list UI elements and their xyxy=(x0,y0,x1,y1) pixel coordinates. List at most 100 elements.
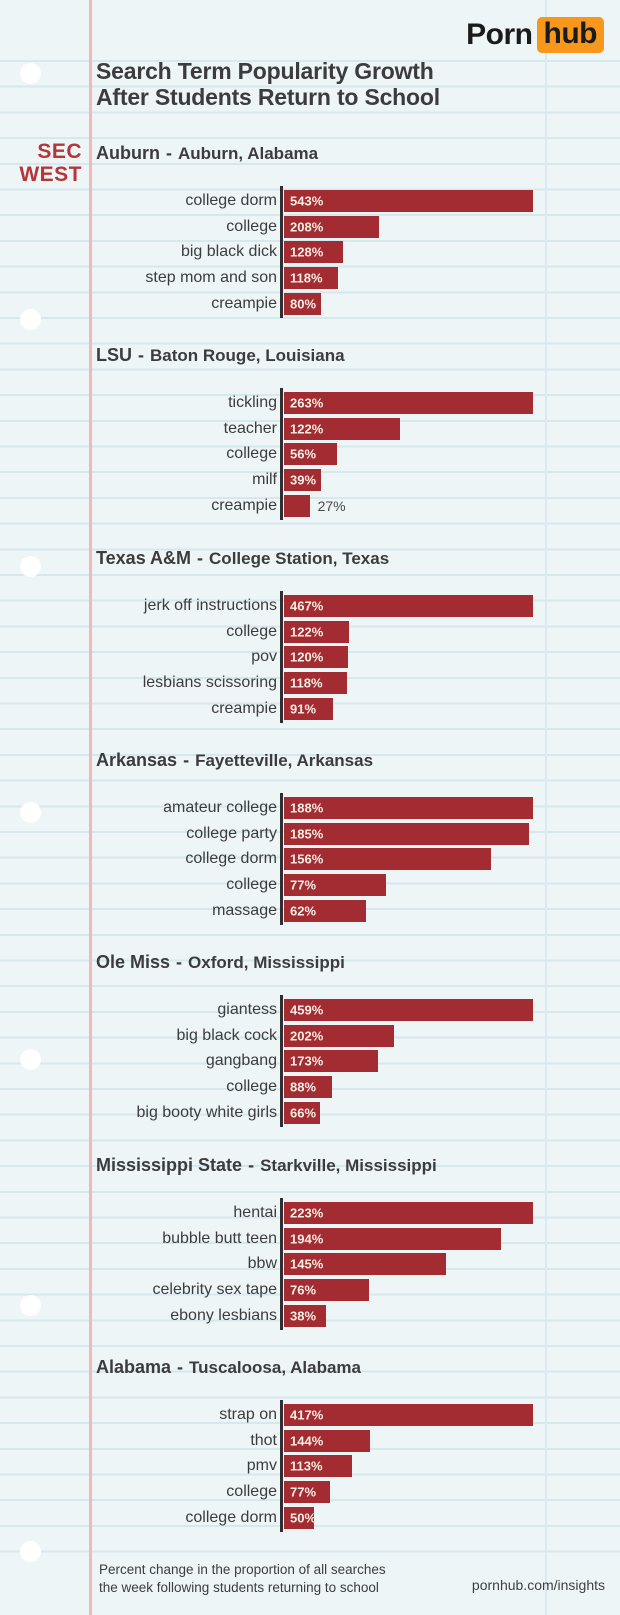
search-term-label: college xyxy=(226,1078,277,1096)
bar-cell: 39% xyxy=(284,469,620,492)
chart-row: amateur college 188% xyxy=(0,797,620,819)
bar: 459% xyxy=(284,999,533,1021)
school-location: Fayetteville, Arkansas xyxy=(195,751,374,770)
search-term-label: bubble butt teen xyxy=(162,1229,277,1247)
bar-cell: 263% xyxy=(284,392,620,414)
bar-cell: 80% xyxy=(284,292,620,315)
search-term-label: college xyxy=(226,445,277,463)
bar-value-label: 543% xyxy=(290,193,324,209)
bar-chart: giantess 459% big black cock 202% gangba… xyxy=(0,995,620,1127)
bar-value-label: 467% xyxy=(290,598,324,614)
bar-value-label: 263% xyxy=(290,395,324,411)
bar-cell: 76% xyxy=(284,1279,620,1302)
school-heading: Ole Miss - Oxford, Mississippi xyxy=(96,952,345,973)
chart-row: college 122% xyxy=(0,620,620,643)
chart-row: pmv 113% xyxy=(0,1455,620,1478)
insights-link[interactable]: pornhub.com/insights xyxy=(471,1577,605,1593)
school-location: Auburn, Alabama xyxy=(177,144,319,163)
footnote: Percent change in the proportion of all … xyxy=(99,1561,386,1597)
bar-value-label: 62% xyxy=(290,903,317,919)
hole-punch xyxy=(20,1294,41,1316)
bar-value-label: 122% xyxy=(290,624,324,640)
chart-row: college 77% xyxy=(0,1481,620,1504)
bar: 173% xyxy=(284,1050,378,1073)
search-term-label: creampie xyxy=(211,294,277,312)
school-heading: Mississippi State - Starkville, Mississipp… xyxy=(96,1155,437,1176)
school-location: Starkville, Mississippi xyxy=(260,1156,437,1175)
bar-value-label: 27% xyxy=(317,497,346,514)
bar: 38% xyxy=(284,1304,327,1327)
page-title-line1: Search Term Popularity Growth xyxy=(96,58,434,84)
search-term-label: college xyxy=(226,217,277,235)
bar-value-label: 50% xyxy=(290,1510,317,1526)
chart-row: lesbians scissoring 118% xyxy=(0,672,620,695)
school-heading: Arkansas - Fayetteville, Arkansas xyxy=(96,750,373,771)
search-term-label: step mom and son xyxy=(145,269,277,287)
chart-row: big black dick 128% xyxy=(0,241,620,264)
search-term-label: college dorm xyxy=(185,192,277,209)
chart-row: bubble butt teen 194% xyxy=(0,1227,620,1250)
bar-cell: 223% xyxy=(284,1202,620,1224)
search-term-label: amateur college xyxy=(163,799,277,816)
school-section: LSU - Baton Rouge, Louisiana tickling 263%… xyxy=(0,345,620,520)
footnote-line1: Percent change in the proportion of all … xyxy=(99,1562,386,1577)
bar-cell: 66% xyxy=(284,1101,620,1124)
bar-cell: 77% xyxy=(284,874,620,897)
school-section: Ole Miss - Oxford, Mississippi giantess 45… xyxy=(0,952,620,1127)
bar: 156% xyxy=(284,848,491,871)
page-title: Search Term Popularity Growth After Stude… xyxy=(96,58,440,110)
chart-row: strap on 417% xyxy=(0,1404,620,1426)
chart-row: college 56% xyxy=(0,443,620,466)
bar: 467% xyxy=(284,595,533,617)
bar-value-label: 66% xyxy=(290,1105,317,1121)
bar: 543% xyxy=(284,190,533,212)
bar-value-label: 144% xyxy=(290,1433,324,1449)
search-term-label: college xyxy=(226,876,277,894)
search-term-label: ebony lesbians xyxy=(170,1306,277,1324)
chart-row: massage 62% xyxy=(0,899,620,922)
chart-axis xyxy=(280,793,283,925)
heading-separator: - xyxy=(197,548,204,568)
bar: 122% xyxy=(284,620,349,643)
chart-row: ebony lesbians 38% xyxy=(0,1304,620,1327)
bar-value-label: 202% xyxy=(290,1028,324,1044)
heading-separator: - xyxy=(165,143,172,163)
division-label: SEC WEST xyxy=(0,140,82,186)
bar-cell: 417% xyxy=(284,1404,620,1426)
chart-row: bbw 145% xyxy=(0,1253,620,1276)
search-term-label: college dorm xyxy=(185,1508,277,1526)
bar-cell: 113% xyxy=(284,1455,620,1478)
search-term-label: college xyxy=(226,622,277,640)
bar-chart: college dorm 543% college 208% big black… xyxy=(0,186,620,318)
chart-row: big booty white girls 66% xyxy=(0,1101,620,1124)
chart-row: teacher 122% xyxy=(0,417,620,440)
chart-axis xyxy=(280,1400,283,1532)
bar-value-label: 113% xyxy=(290,1458,323,1474)
bar-value-label: 39% xyxy=(290,472,317,488)
heading-separator: - xyxy=(248,1155,255,1175)
bar: 39% xyxy=(284,469,321,492)
chart-row: creampie 80% xyxy=(0,292,620,315)
bar-cell: 118% xyxy=(284,267,620,290)
bar-value-label: 56% xyxy=(290,446,317,462)
bar-cell: 50% xyxy=(284,1506,620,1529)
search-term-label: creampie xyxy=(211,699,277,717)
bar-cell: 56% xyxy=(284,443,620,466)
bar-value-label: 80% xyxy=(290,296,317,312)
bar: 122% xyxy=(284,417,400,440)
bar: 208% xyxy=(284,215,380,238)
bar-cell: 38% xyxy=(284,1304,620,1327)
notebook-vertical-line xyxy=(545,0,547,1615)
chart-row: pov 120% xyxy=(0,646,620,669)
bar-cell: 173% xyxy=(284,1050,620,1073)
hole-punch xyxy=(20,308,41,330)
chart-row: giantess 459% xyxy=(0,999,620,1021)
chart-axis xyxy=(280,388,283,520)
school-name: Arkansas xyxy=(96,750,178,770)
chart-axis xyxy=(280,995,283,1127)
hole-punch xyxy=(20,1048,41,1070)
division-label-line1: SEC xyxy=(37,140,82,163)
notebook-margin-line xyxy=(89,0,92,1615)
school-heading: Auburn - Auburn, Alabama xyxy=(96,143,318,164)
